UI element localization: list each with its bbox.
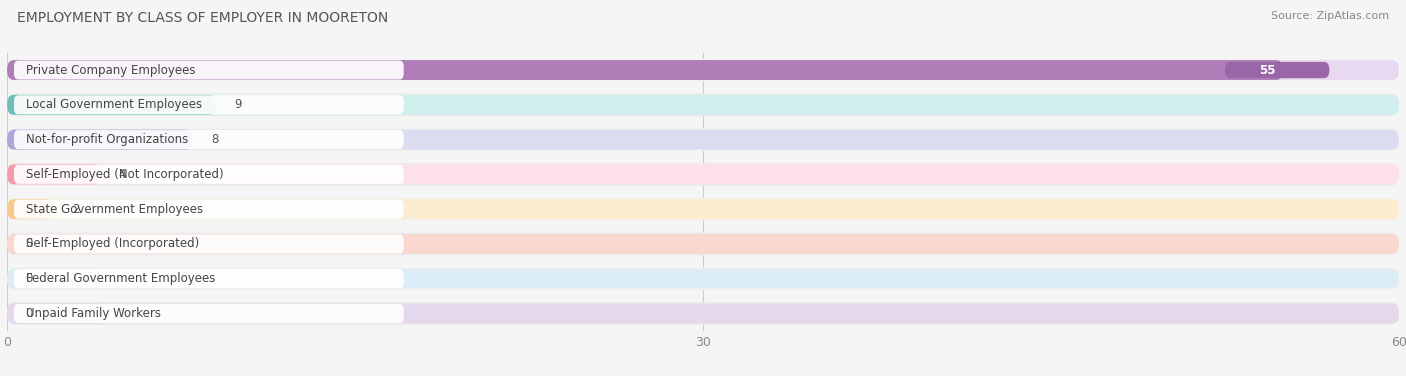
FancyBboxPatch shape — [7, 95, 1399, 115]
FancyBboxPatch shape — [7, 164, 100, 184]
FancyBboxPatch shape — [14, 234, 404, 253]
FancyBboxPatch shape — [7, 234, 104, 254]
FancyBboxPatch shape — [7, 199, 53, 219]
FancyBboxPatch shape — [7, 59, 1399, 81]
Text: EMPLOYMENT BY CLASS OF EMPLOYER IN MOORETON: EMPLOYMENT BY CLASS OF EMPLOYER IN MOORE… — [17, 11, 388, 25]
Text: 0: 0 — [25, 272, 32, 285]
Text: State Government Employees: State Government Employees — [25, 203, 202, 216]
Text: 55: 55 — [1260, 64, 1277, 77]
FancyBboxPatch shape — [7, 130, 1399, 150]
Text: Local Government Employees: Local Government Employees — [25, 98, 201, 111]
FancyBboxPatch shape — [14, 304, 404, 323]
FancyBboxPatch shape — [7, 60, 1399, 80]
FancyBboxPatch shape — [14, 200, 404, 219]
FancyBboxPatch shape — [7, 303, 1399, 323]
FancyBboxPatch shape — [14, 130, 404, 149]
FancyBboxPatch shape — [7, 94, 1399, 116]
FancyBboxPatch shape — [7, 163, 1399, 186]
FancyBboxPatch shape — [7, 233, 1399, 255]
Text: 8: 8 — [211, 133, 218, 146]
Text: 4: 4 — [118, 168, 127, 181]
FancyBboxPatch shape — [7, 198, 1399, 220]
FancyBboxPatch shape — [7, 269, 104, 289]
FancyBboxPatch shape — [7, 130, 193, 150]
FancyBboxPatch shape — [7, 234, 1399, 254]
Text: 0: 0 — [25, 237, 32, 250]
Text: 0: 0 — [25, 307, 32, 320]
Text: Source: ZipAtlas.com: Source: ZipAtlas.com — [1271, 11, 1389, 21]
Text: Self-Employed (Incorporated): Self-Employed (Incorporated) — [25, 237, 198, 250]
FancyBboxPatch shape — [7, 199, 1399, 219]
FancyBboxPatch shape — [14, 269, 404, 288]
FancyBboxPatch shape — [7, 164, 1399, 184]
Text: Unpaid Family Workers: Unpaid Family Workers — [25, 307, 160, 320]
FancyBboxPatch shape — [7, 60, 1284, 80]
FancyBboxPatch shape — [7, 267, 1399, 290]
FancyBboxPatch shape — [1225, 62, 1330, 78]
FancyBboxPatch shape — [14, 165, 404, 184]
FancyBboxPatch shape — [7, 302, 1399, 325]
Text: Private Company Employees: Private Company Employees — [25, 64, 195, 77]
FancyBboxPatch shape — [14, 61, 404, 80]
FancyBboxPatch shape — [7, 128, 1399, 151]
FancyBboxPatch shape — [7, 303, 104, 323]
Text: Self-Employed (Not Incorporated): Self-Employed (Not Incorporated) — [25, 168, 224, 181]
FancyBboxPatch shape — [14, 95, 404, 114]
Text: 2: 2 — [72, 203, 80, 216]
Text: 9: 9 — [235, 98, 242, 111]
FancyBboxPatch shape — [7, 95, 217, 115]
Text: Federal Government Employees: Federal Government Employees — [25, 272, 215, 285]
Text: Not-for-profit Organizations: Not-for-profit Organizations — [25, 133, 188, 146]
FancyBboxPatch shape — [7, 269, 1399, 289]
